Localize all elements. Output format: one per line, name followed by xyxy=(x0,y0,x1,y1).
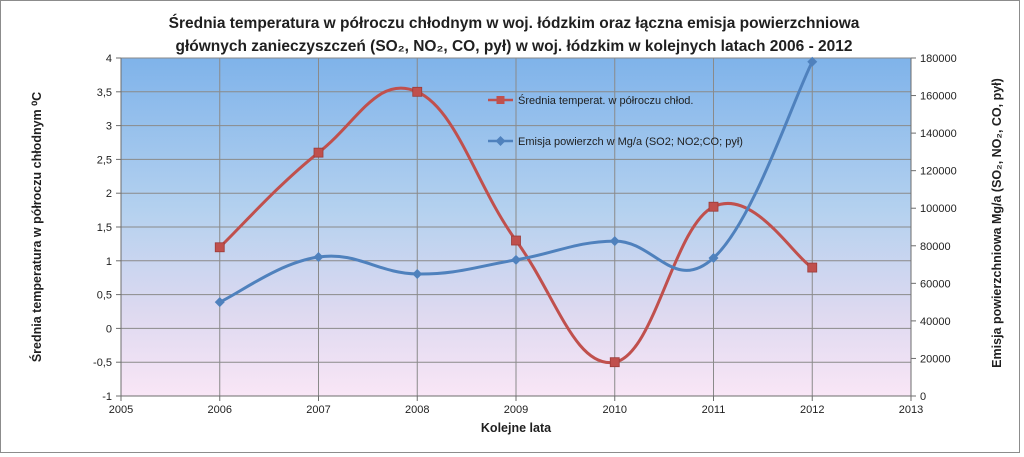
x-tick-label: 2010 xyxy=(603,404,627,416)
y-axis-left-label: Średnia temperatura w półroczu chłodnym … xyxy=(29,92,44,362)
y-right-tick-label: 40000 xyxy=(920,316,951,328)
y-right-tick-label: 60000 xyxy=(920,278,951,290)
y-left-tick-label: 4 xyxy=(106,53,112,65)
emission-point-2012 xyxy=(807,56,818,67)
x-tick-label: 2007 xyxy=(306,404,330,416)
y-left-tick-label: 1 xyxy=(106,256,112,268)
legend-temp-label: Średnia temperat. w półroczu chłod. xyxy=(518,94,693,107)
temperature-point-2007 xyxy=(313,147,324,158)
x-tick-label: 2012 xyxy=(800,404,824,416)
temperature-point-2011 xyxy=(708,201,719,212)
y-right-tick-label: 180000 xyxy=(920,53,957,65)
temperature-point-2006 xyxy=(214,242,225,253)
legend-temp-marker xyxy=(496,96,505,104)
y-axis-right-label: Emisja powierzchniowa Mg/a (SO₂, NO₂, CO… xyxy=(990,78,1004,368)
series-markers xyxy=(214,56,818,368)
x-tick-label: 2009 xyxy=(504,404,528,416)
y-right-tick-label: 100000 xyxy=(920,203,957,215)
x-tick-label: 2006 xyxy=(208,404,232,416)
y-left-tick-label: 2,5 xyxy=(97,154,112,166)
temperature-point-2010 xyxy=(609,357,620,368)
legend: Średnia temperat. w półroczu chłod. Emis… xyxy=(488,94,743,148)
axes xyxy=(116,57,916,401)
y-right-tick-label: 160000 xyxy=(920,91,957,103)
emission-point-2009 xyxy=(511,254,521,265)
y-left-tick-label: 2 xyxy=(106,188,112,200)
temperature-point-2009 xyxy=(511,235,521,246)
emission-point-2010 xyxy=(609,236,620,247)
y-left-tick-label: 0,5 xyxy=(97,290,112,302)
y-left-tick-label: 3 xyxy=(106,121,112,133)
legend-emission-label: Emisja powierzch w Mg/a (SO2; NO2;CO; py… xyxy=(518,136,743,148)
y-left-tick-label: 3,5 xyxy=(97,87,112,99)
y-right-tick-label: 0 xyxy=(920,391,926,403)
y-right-tick-label: 20000 xyxy=(920,353,951,365)
y-right-tick-label: 120000 xyxy=(920,166,957,178)
y-left-tick-label: -1 xyxy=(102,391,112,403)
chart-title-line-2: głównych zanieczyszczeń (SO₂, NO₂, CO, p… xyxy=(175,38,852,55)
emission-point-2011 xyxy=(708,252,719,263)
x-tick-label: 2011 xyxy=(702,404,726,416)
chart-title-line-1: Średnia temperatura w półroczu chłodnym … xyxy=(169,14,860,32)
y-left-tick-label: 1,5 xyxy=(97,222,112,234)
temperature-point-2008 xyxy=(412,86,423,97)
emission-point-2006 xyxy=(214,297,225,308)
legend-emission-marker xyxy=(495,136,506,146)
y-left-tick-label: 0 xyxy=(106,323,112,335)
x-tick-label: 2005 xyxy=(109,404,133,416)
y-right-tick-label: 140000 xyxy=(920,128,957,140)
emission-point-2007 xyxy=(313,252,324,263)
y-left-tick-label: -0,5 xyxy=(93,357,112,369)
y-right-tick-label: 80000 xyxy=(920,241,951,253)
temperature-point-2012 xyxy=(807,262,818,273)
tick-labels: -1 -0,5 0 0,5 1 1,5 2 2,5 3 3,5 4 0 20000 40000 60000 8… xyxy=(93,53,957,416)
x-tick-label: 2008 xyxy=(405,404,429,416)
x-axis-label: Kolejne lata xyxy=(481,421,552,435)
emission-point-2008 xyxy=(412,268,423,279)
x-tick-label: 2013 xyxy=(899,404,923,416)
